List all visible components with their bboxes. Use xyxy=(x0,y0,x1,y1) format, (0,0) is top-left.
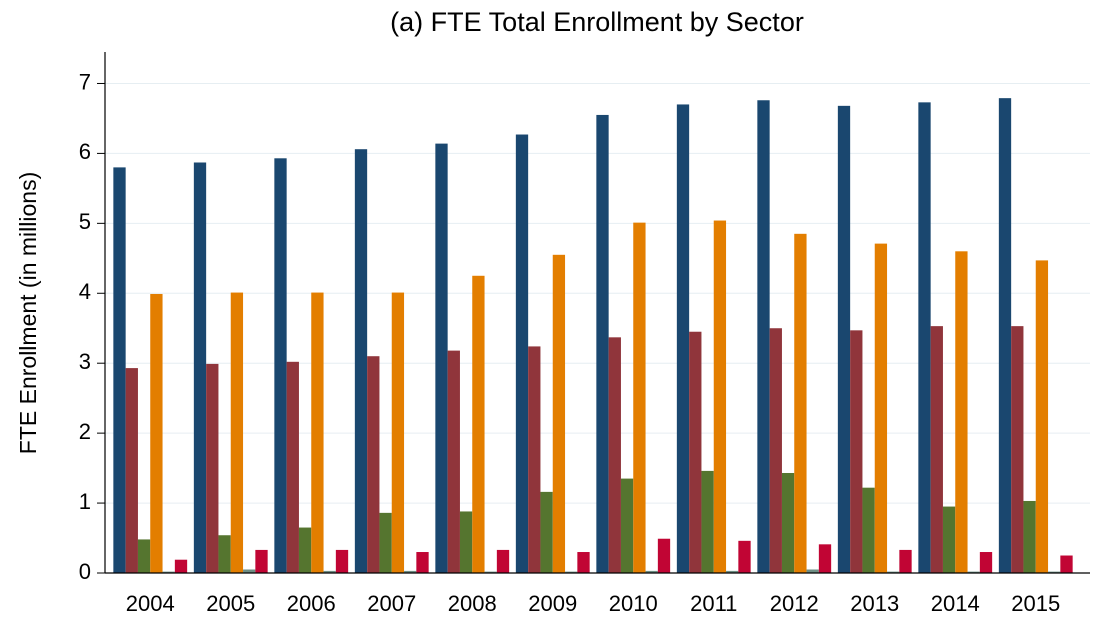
bar xyxy=(850,330,863,573)
y-tick-label: 3 xyxy=(79,349,91,374)
bar xyxy=(540,491,553,573)
chart-title: (a) FTE Total Enrollment by Sector xyxy=(390,7,804,37)
bar xyxy=(1035,260,1049,573)
x-tick-label: 2012 xyxy=(770,591,819,616)
bar xyxy=(887,571,900,573)
x-tick-label: 2005 xyxy=(206,591,255,616)
bar xyxy=(528,346,541,573)
bar xyxy=(967,571,980,573)
bar xyxy=(206,363,219,573)
bar xyxy=(769,328,782,573)
bar xyxy=(899,549,912,573)
bar xyxy=(806,569,819,573)
bar xyxy=(979,552,993,573)
x-tick-label: 2004 xyxy=(126,591,175,616)
bar xyxy=(918,102,931,573)
bar xyxy=(162,571,175,573)
bar xyxy=(1011,326,1024,573)
y-tick-label: 6 xyxy=(79,139,91,164)
bar xyxy=(311,292,324,573)
y-axis-label: FTE Enrollment (in millions) xyxy=(15,172,41,454)
bar xyxy=(354,149,368,573)
bar xyxy=(565,571,578,573)
bar xyxy=(193,162,207,573)
bar xyxy=(713,220,727,573)
bar xyxy=(955,251,968,574)
bar xyxy=(174,559,188,573)
bar xyxy=(515,134,529,573)
bar xyxy=(230,292,244,573)
bar xyxy=(998,98,1012,574)
y-tick-label: 2 xyxy=(79,419,91,444)
bar xyxy=(472,275,485,573)
bar xyxy=(757,100,770,573)
x-tick-label: 2014 xyxy=(931,591,980,616)
bar xyxy=(552,254,566,574)
bar xyxy=(1060,555,1073,573)
bar xyxy=(942,506,956,573)
bar xyxy=(416,552,429,573)
x-tick-label: 2015 xyxy=(1011,591,1060,616)
bar xyxy=(379,512,392,573)
y-tick-label: 4 xyxy=(79,279,91,304)
x-tick-label: 2008 xyxy=(448,591,497,616)
bar xyxy=(738,540,751,573)
bar xyxy=(447,350,460,573)
bar xyxy=(794,233,807,573)
x-tick-label: 2013 xyxy=(850,591,899,616)
bar xyxy=(137,539,151,573)
bar xyxy=(286,361,299,573)
bar xyxy=(298,527,312,573)
bar xyxy=(484,571,497,573)
bar xyxy=(243,569,256,573)
bar xyxy=(125,368,138,573)
x-tick-label: 2006 xyxy=(287,591,336,616)
bar xyxy=(608,337,621,573)
bar xyxy=(676,104,690,574)
x-tick-label: 2011 xyxy=(690,591,737,616)
bar xyxy=(818,544,832,573)
x-tick-label: 2007 xyxy=(367,591,416,616)
y-tick-label: 7 xyxy=(79,69,91,94)
bar xyxy=(113,167,126,573)
bar xyxy=(837,105,851,573)
bar xyxy=(1048,571,1061,573)
bar xyxy=(1023,500,1036,573)
y-tick-label: 5 xyxy=(79,209,91,234)
bar xyxy=(620,478,634,573)
bar xyxy=(930,326,943,573)
bar xyxy=(496,549,510,573)
bar xyxy=(391,292,405,573)
bar xyxy=(367,356,380,573)
bar xyxy=(577,552,590,573)
bar xyxy=(633,222,646,574)
bar xyxy=(404,570,417,573)
bar xyxy=(862,487,875,573)
bar xyxy=(726,570,739,573)
x-tick-label: 2010 xyxy=(609,591,658,616)
bar xyxy=(781,472,795,573)
bar xyxy=(274,158,287,574)
bar xyxy=(150,293,163,573)
bar xyxy=(701,470,714,573)
bar xyxy=(459,511,473,573)
bar xyxy=(689,331,702,573)
y-tick-label: 0 xyxy=(79,559,91,584)
x-tick-label: 2009 xyxy=(528,591,577,616)
bar xyxy=(255,549,268,573)
bar xyxy=(657,538,671,573)
bar xyxy=(218,535,231,573)
bar xyxy=(596,114,609,573)
bar xyxy=(645,570,658,573)
bar xyxy=(435,143,448,574)
y-tick-label: 1 xyxy=(79,489,91,514)
bar xyxy=(335,549,349,573)
bar xyxy=(323,570,336,573)
bar xyxy=(874,243,888,574)
